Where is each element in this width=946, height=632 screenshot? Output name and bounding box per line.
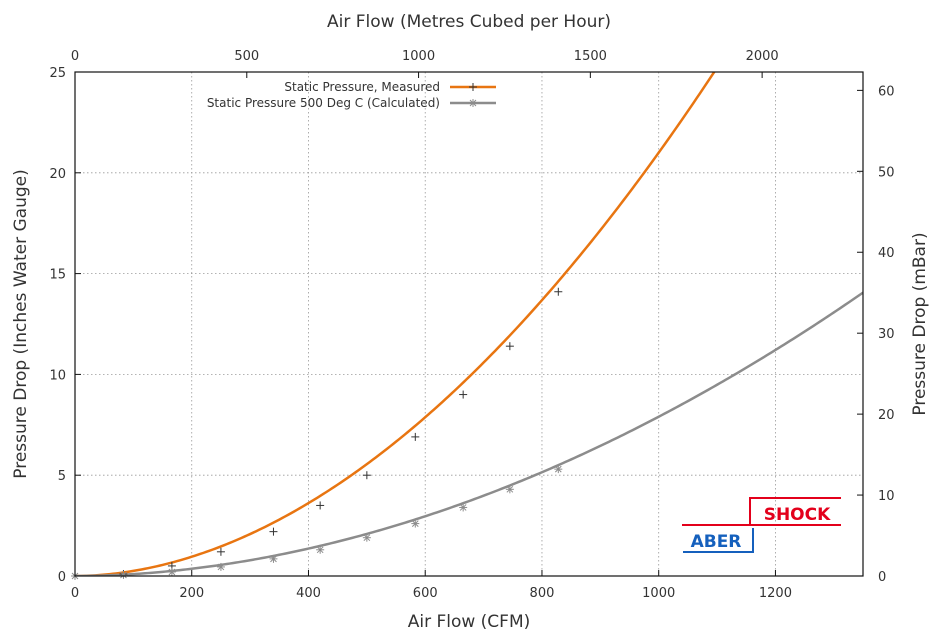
data-point-0 <box>505 342 514 351</box>
data-point-0 <box>316 501 325 510</box>
x-tick-label: 800 <box>530 586 555 601</box>
legend-marker-1 <box>469 99 477 107</box>
x-tick-label: 200 <box>179 586 204 601</box>
data-point-1 <box>269 554 278 563</box>
data-point-1 <box>362 533 371 542</box>
data-point-0 <box>459 390 468 399</box>
x-tick-label: 600 <box>413 586 438 601</box>
abershock-logo: SHOCK ABER <box>682 497 841 553</box>
x2-axis-title: Air Flow (Metres Cubed per Hour) <box>327 12 611 32</box>
plot-frame <box>74 71 864 577</box>
y2-tick-label: 20 <box>878 408 895 423</box>
fit-curves <box>75 72 863 576</box>
series-curve-0 <box>75 72 716 576</box>
logo-aber-text: ABER <box>691 532 742 552</box>
y2-tick-label: 10 <box>878 489 895 504</box>
data-point-1 <box>167 567 176 576</box>
data-point-1 <box>119 570 128 579</box>
y-tick-label: 20 <box>49 167 66 182</box>
data-point-1 <box>459 503 468 512</box>
data-point-1 <box>554 465 563 474</box>
x2-tick-label: 0 <box>71 49 79 64</box>
logo-shock-text: SHOCK <box>764 505 831 525</box>
legend-marker-0 <box>469 83 477 91</box>
y-axis-title: Pressure Drop (Inches Water Gauge) <box>11 169 31 478</box>
y2-axis-title: Pressure Drop (mBar) <box>910 232 930 415</box>
series-curve-1 <box>75 291 863 576</box>
data-point-1 <box>505 485 514 494</box>
grid-lines <box>75 71 863 576</box>
x-tick-label: 400 <box>296 586 321 601</box>
x2-tick-label: 1000 <box>402 49 435 64</box>
y-tick-label: 10 <box>49 368 66 383</box>
y-tick-label: 15 <box>49 268 66 283</box>
data-point-1 <box>216 562 225 571</box>
x-tick-label: 1200 <box>759 586 792 601</box>
data-point-1 <box>316 545 325 554</box>
data-markers <box>71 287 563 580</box>
x2-tick-label: 1500 <box>574 49 607 64</box>
data-point-1 <box>411 519 420 528</box>
data-point-0 <box>411 432 420 441</box>
y2-tick-label: 0 <box>878 570 886 585</box>
y2-tick-label: 50 <box>878 165 895 180</box>
x-axis-title: Air Flow (CFM) <box>408 612 531 632</box>
y2-tick-label: 40 <box>878 246 895 261</box>
data-point-0 <box>269 527 278 536</box>
legend: Static Pressure, Measured Static Pressur… <box>207 80 496 110</box>
legend-label-calculated: Static Pressure 500 Deg C (Calculated) <box>207 96 440 110</box>
y2-tick-label: 60 <box>878 84 895 99</box>
x2-tick-label: 500 <box>234 49 259 64</box>
y-tick-label: 25 <box>49 66 66 81</box>
legend-label-measured: Static Pressure, Measured <box>284 80 440 94</box>
x-tick-label: 1000 <box>642 586 675 601</box>
data-point-0 <box>362 471 371 480</box>
y2-tick-label: 30 <box>878 327 895 342</box>
x2-tick-label: 2000 <box>746 49 779 64</box>
y-tick-label: 0 <box>58 570 66 585</box>
x-tick-label: 0 <box>71 586 79 601</box>
y-tick-label: 5 <box>58 469 66 484</box>
data-point-0 <box>554 287 563 296</box>
data-point-0 <box>216 547 225 556</box>
